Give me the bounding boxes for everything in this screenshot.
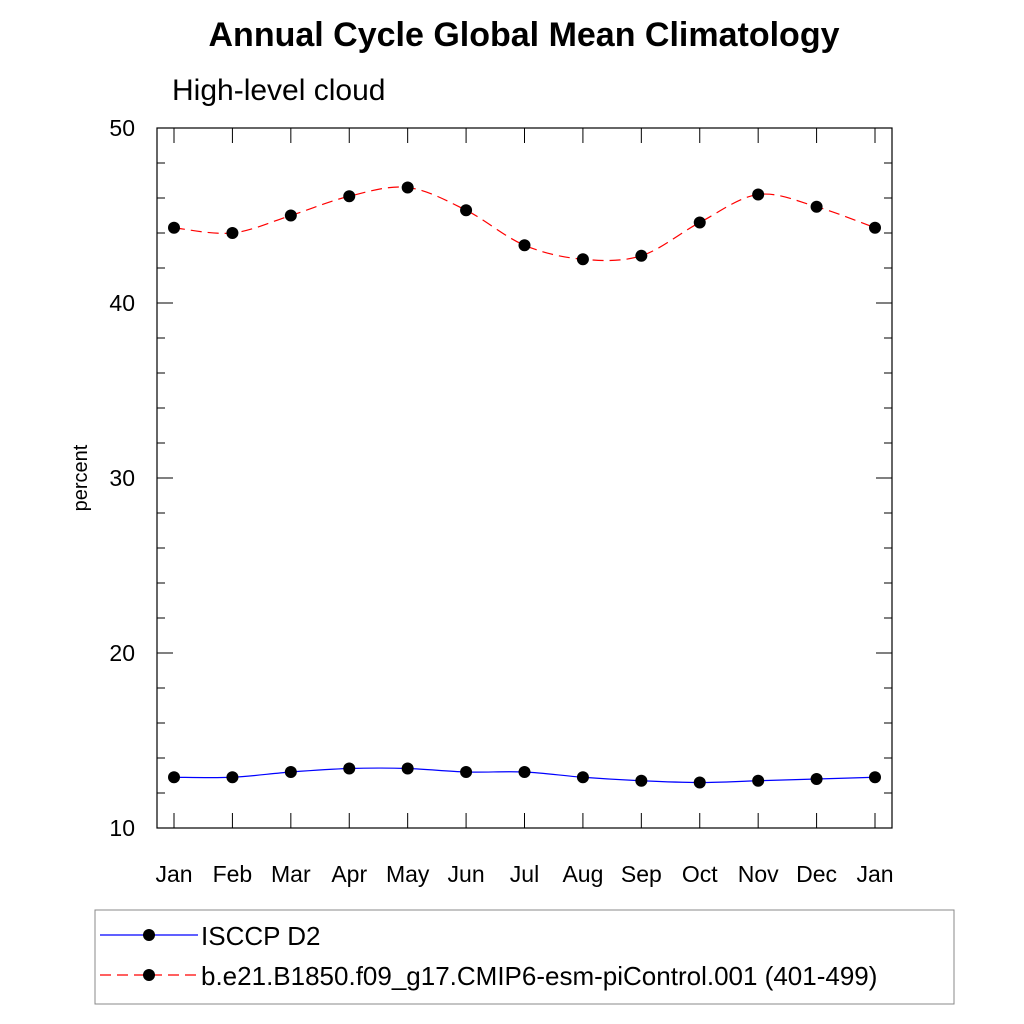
data-point bbox=[168, 771, 180, 784]
chart-title: Annual Cycle Global Mean Climatology bbox=[209, 16, 840, 54]
series-2 bbox=[168, 181, 881, 266]
data-point bbox=[518, 766, 531, 778]
x-tick-labels: Jan Feb Mar Apr May Jun Jul Aug Sep Oct Nov Dec Jan bbox=[155, 861, 893, 887]
data-point bbox=[693, 216, 706, 229]
y-tick-label: 30 bbox=[109, 465, 135, 491]
y-tick-label: 40 bbox=[109, 290, 135, 316]
legend-box bbox=[94, 909, 955, 1005]
x-tick-label: Oct bbox=[682, 861, 718, 887]
y-tick-labels: 10 20 30 40 50 bbox=[109, 115, 135, 841]
data-point bbox=[752, 774, 765, 787]
data-point bbox=[810, 773, 823, 785]
data-point bbox=[343, 190, 356, 203]
x-tick-label: Feb bbox=[213, 861, 253, 887]
x-tick-label: Jan bbox=[155, 861, 192, 887]
data-point bbox=[401, 181, 414, 194]
data-point bbox=[693, 776, 706, 789]
series-1 bbox=[168, 762, 881, 789]
x-tick-label: Aug bbox=[562, 861, 603, 887]
chart-subtitle: High-level cloud bbox=[172, 74, 385, 107]
data-point bbox=[635, 249, 648, 262]
x-tick-label: Jul bbox=[510, 861, 539, 887]
x-tick-label: Jun bbox=[448, 861, 485, 887]
data-point bbox=[284, 209, 297, 222]
x-tick-label: Apr bbox=[331, 861, 367, 887]
series-layer bbox=[168, 181, 881, 789]
axis-ticks bbox=[157, 127, 892, 829]
x-tick-label: May bbox=[386, 861, 430, 887]
data-point bbox=[226, 771, 239, 784]
legend-label: b.e21.B1850.f09_g17.CMIP6-esm-piControl.… bbox=[201, 961, 877, 991]
data-point bbox=[810, 200, 823, 213]
data-point bbox=[576, 771, 589, 784]
y-tick-label: 10 bbox=[109, 815, 135, 841]
legend-label: ISCCP D2 bbox=[201, 921, 320, 951]
data-point bbox=[460, 204, 473, 217]
data-point bbox=[518, 239, 531, 252]
legend-item: ISCCP D2 bbox=[100, 921, 320, 951]
data-point bbox=[401, 762, 414, 775]
x-tick-label: Sep bbox=[621, 861, 662, 887]
plot-frame bbox=[156, 127, 893, 829]
y-axis-label: percent bbox=[70, 444, 92, 511]
data-point bbox=[869, 771, 881, 784]
legend-marker bbox=[143, 929, 155, 941]
data-point bbox=[226, 227, 239, 239]
y-tick-label: 20 bbox=[109, 640, 135, 666]
x-tick-label: Nov bbox=[738, 861, 779, 887]
legend-item: b.e21.B1850.f09_g17.CMIP6-esm-piControl.… bbox=[100, 961, 877, 991]
data-point bbox=[635, 774, 648, 787]
data-point bbox=[168, 221, 180, 234]
data-point bbox=[576, 253, 589, 266]
x-tick-label: Jan bbox=[856, 861, 893, 887]
y-tick-label: 50 bbox=[109, 115, 135, 141]
data-point bbox=[460, 766, 473, 778]
legend: ISCCP D2 b.e21.B1850.f09_g17.CMIP6-esm-pi… bbox=[100, 921, 877, 991]
legend-marker bbox=[143, 969, 155, 981]
x-tick-label: Mar bbox=[271, 861, 311, 887]
data-point bbox=[284, 766, 297, 778]
data-point bbox=[343, 762, 356, 775]
data-point bbox=[869, 221, 881, 234]
x-tick-label: Dec bbox=[796, 861, 837, 887]
data-point bbox=[752, 188, 765, 201]
